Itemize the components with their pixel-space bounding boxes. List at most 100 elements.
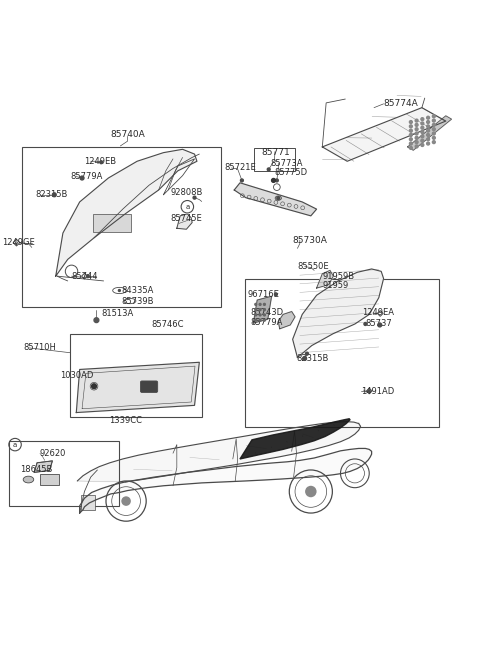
Polygon shape <box>293 269 384 358</box>
Circle shape <box>409 129 412 132</box>
Text: 81513A: 81513A <box>101 309 133 318</box>
Circle shape <box>427 116 430 119</box>
Circle shape <box>259 314 261 316</box>
Circle shape <box>427 133 430 136</box>
Circle shape <box>264 303 265 305</box>
Text: 85550E: 85550E <box>298 262 329 271</box>
Circle shape <box>264 319 265 321</box>
Circle shape <box>119 290 120 292</box>
Text: 85774A: 85774A <box>384 99 419 108</box>
FancyBboxPatch shape <box>141 381 157 393</box>
Circle shape <box>100 161 103 164</box>
Circle shape <box>415 145 418 148</box>
Circle shape <box>259 319 261 321</box>
Circle shape <box>409 121 412 124</box>
Circle shape <box>432 115 435 118</box>
Circle shape <box>276 179 278 182</box>
Circle shape <box>432 128 435 131</box>
Circle shape <box>432 119 435 122</box>
Circle shape <box>275 293 277 295</box>
Circle shape <box>272 178 276 182</box>
Text: 1249GE: 1249GE <box>1 238 35 247</box>
Polygon shape <box>177 214 192 229</box>
Text: a: a <box>13 441 17 448</box>
Text: 85775D: 85775D <box>275 168 308 178</box>
Circle shape <box>421 139 424 142</box>
Text: 18645B: 18645B <box>20 465 52 474</box>
Circle shape <box>255 303 257 305</box>
Circle shape <box>92 384 96 389</box>
Circle shape <box>94 318 99 323</box>
Bar <box>93 214 132 232</box>
Circle shape <box>368 390 370 392</box>
Circle shape <box>86 275 89 277</box>
Text: a: a <box>185 203 190 210</box>
Circle shape <box>415 141 418 144</box>
Text: 85710H: 85710H <box>24 343 57 353</box>
Text: 1491AD: 1491AD <box>360 386 394 395</box>
Text: 85773A: 85773A <box>270 159 303 168</box>
Circle shape <box>378 323 382 327</box>
Circle shape <box>364 323 367 325</box>
Text: 92620: 92620 <box>40 448 66 457</box>
Polygon shape <box>56 149 197 276</box>
Polygon shape <box>234 183 317 216</box>
Circle shape <box>255 319 257 321</box>
Text: 85771: 85771 <box>262 148 290 157</box>
Circle shape <box>255 314 257 316</box>
Circle shape <box>409 146 412 149</box>
Ellipse shape <box>23 476 34 483</box>
Polygon shape <box>80 448 372 513</box>
Circle shape <box>421 131 424 133</box>
Text: 85744: 85744 <box>72 272 98 281</box>
Circle shape <box>415 128 418 131</box>
Circle shape <box>255 308 257 310</box>
Circle shape <box>409 125 412 128</box>
Circle shape <box>303 356 307 360</box>
Circle shape <box>193 196 196 199</box>
Polygon shape <box>278 312 295 329</box>
Text: 85730A: 85730A <box>293 236 327 245</box>
Circle shape <box>259 308 261 310</box>
Circle shape <box>427 138 430 141</box>
Circle shape <box>264 308 265 310</box>
Polygon shape <box>76 362 199 413</box>
Text: 1339CC: 1339CC <box>108 416 142 425</box>
Text: 92808B: 92808B <box>170 188 203 197</box>
Circle shape <box>415 136 418 139</box>
Bar <box>81 495 96 510</box>
Text: 85745E: 85745E <box>170 214 203 223</box>
Circle shape <box>52 193 56 197</box>
Circle shape <box>306 353 309 355</box>
Circle shape <box>421 126 424 129</box>
Circle shape <box>427 125 430 128</box>
Circle shape <box>421 122 424 125</box>
Text: 85721E: 85721E <box>225 163 256 172</box>
Polygon shape <box>317 270 333 288</box>
Circle shape <box>409 142 412 145</box>
Text: 1249EB: 1249EB <box>84 157 117 166</box>
Circle shape <box>427 121 430 124</box>
Polygon shape <box>408 116 452 150</box>
Circle shape <box>240 179 243 182</box>
Circle shape <box>427 129 430 132</box>
Circle shape <box>121 496 131 506</box>
Text: 85779A: 85779A <box>251 318 283 327</box>
Circle shape <box>259 303 261 305</box>
Circle shape <box>264 314 265 316</box>
Polygon shape <box>240 419 350 459</box>
Circle shape <box>432 124 435 126</box>
Circle shape <box>427 142 430 145</box>
Circle shape <box>267 168 270 171</box>
Circle shape <box>432 136 435 139</box>
Text: 82315B: 82315B <box>297 354 329 363</box>
Circle shape <box>415 119 418 122</box>
Text: 1249EA: 1249EA <box>362 308 394 317</box>
Bar <box>254 148 295 171</box>
Circle shape <box>409 138 412 141</box>
Circle shape <box>415 132 418 135</box>
Bar <box>22 147 221 307</box>
Bar <box>9 441 120 506</box>
Text: 85746C: 85746C <box>152 321 184 329</box>
Text: 91959B: 91959B <box>323 272 354 281</box>
